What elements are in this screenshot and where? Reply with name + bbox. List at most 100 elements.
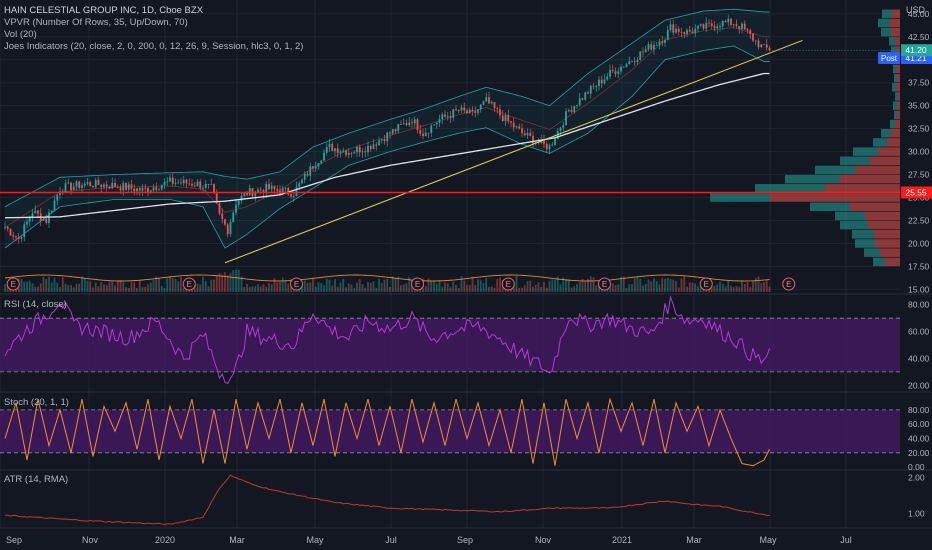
earnings-marker: E [411, 277, 424, 291]
candle-body [196, 181, 199, 186]
volume-bar [545, 287, 548, 292]
candle-body [735, 24, 738, 27]
volume-bar [699, 283, 702, 292]
candle-body [105, 184, 108, 187]
candle-body [435, 122, 438, 125]
vpvr-down-bar [855, 165, 900, 175]
candle-body [554, 139, 556, 145]
volume-bar [466, 285, 468, 292]
atr-pane-label[interactable]: ATR (14, RMA) [4, 474, 69, 485]
volume-bar [518, 287, 521, 292]
vpvr-up-bar [873, 257, 885, 267]
vpvr-up-bar [890, 119, 895, 129]
indicator-volume-label[interactable]: Vol (20) [4, 29, 37, 40]
rsi-pane-label[interactable]: RSI (14, close) [4, 299, 67, 310]
volume-bar [405, 283, 408, 292]
candle-body [617, 71, 620, 74]
candle-body [727, 18, 730, 23]
stoch-pane-label[interactable]: Stoch (20, 1, 1) [4, 397, 69, 408]
volume-bar [331, 285, 334, 292]
candle-body [732, 24, 735, 26]
candle-body [526, 132, 529, 136]
volume-bar [81, 276, 83, 292]
candle-body [724, 20, 727, 23]
volume-bar [276, 282, 279, 292]
candle-body [149, 190, 152, 192]
vpvr-down-bar [895, 119, 900, 129]
vpvr-down-bar [870, 156, 900, 166]
volume-bar [713, 285, 716, 292]
candle-body [182, 179, 185, 184]
candle-body [598, 79, 600, 86]
y-tick-label: 32.50 [908, 124, 930, 134]
x-tick-label: Nov [82, 535, 99, 545]
volume-bar [622, 276, 625, 292]
volume-bar [400, 285, 402, 292]
candle-body [551, 144, 554, 146]
candle-body [34, 210, 37, 214]
candle-body [490, 102, 493, 104]
candle-body [548, 145, 551, 150]
volume-bar [625, 287, 628, 292]
volume-bar [735, 286, 738, 292]
candle-body [331, 143, 334, 151]
volume-bar [97, 286, 100, 292]
candle-body [400, 124, 402, 125]
earnings-marker: E [501, 277, 515, 291]
volume-bar [105, 285, 108, 292]
vpvr-up-bar [895, 92, 898, 101]
candle-body [710, 23, 713, 27]
volume-bar [562, 277, 565, 292]
volume-bar [760, 283, 763, 292]
vpvr-up-bar [894, 110, 897, 120]
volume-bar [408, 277, 411, 292]
candle-body [430, 125, 433, 133]
volume-bar [738, 286, 741, 292]
candle-body [537, 142, 540, 144]
candle-body [664, 40, 666, 43]
stoch-line [4, 397, 770, 467]
earnings-label: E [704, 280, 709, 289]
candle-body [691, 31, 694, 34]
candle-body [521, 128, 523, 134]
volume-bar [70, 285, 72, 292]
candle-body [28, 217, 31, 222]
volume-bar [609, 283, 611, 292]
volume-bar [235, 269, 237, 292]
indicator-joes-label[interactable]: Joes Indicators (20, close, 2, 0, 200, 0… [4, 41, 304, 52]
volume-bar [686, 286, 688, 292]
volume-bar [716, 284, 719, 292]
volume-bar [114, 285, 116, 292]
candle-body [133, 188, 136, 192]
candle-body [232, 212, 235, 223]
candle-body [614, 71, 617, 74]
volume-bar [537, 282, 540, 292]
candle-body [479, 104, 482, 110]
vpvr-down-bar [840, 174, 900, 184]
indicator-vpvr-label[interactable]: VPVR (Number Of Rows, 35, Up/Down, 70) [4, 17, 188, 28]
candle-body [345, 150, 347, 155]
candle-body [397, 124, 400, 132]
candle-body [138, 188, 141, 191]
volume-bar [666, 277, 669, 292]
volume-bar [229, 272, 232, 292]
candle-body [446, 116, 449, 118]
volume-bar [683, 276, 686, 292]
candle-body [719, 26, 721, 28]
earnings-circle [182, 277, 196, 291]
candle-body [31, 213, 34, 218]
volume-bar [50, 282, 53, 292]
candle-body [620, 66, 622, 72]
symbol-title[interactable]: HAIN CELESTIAL GROUP INC, 1D, Cboe BZX [4, 5, 204, 16]
volume-bar [122, 282, 125, 292]
volume-bar [210, 279, 213, 292]
volume-bar [479, 280, 482, 292]
volume-bar [202, 276, 204, 292]
candle-body [694, 28, 697, 34]
candle-body [455, 109, 457, 111]
volume-bar [677, 287, 680, 292]
volume-bar [658, 284, 661, 292]
vpvr-up-bar [785, 174, 840, 184]
candle-body [108, 186, 111, 189]
